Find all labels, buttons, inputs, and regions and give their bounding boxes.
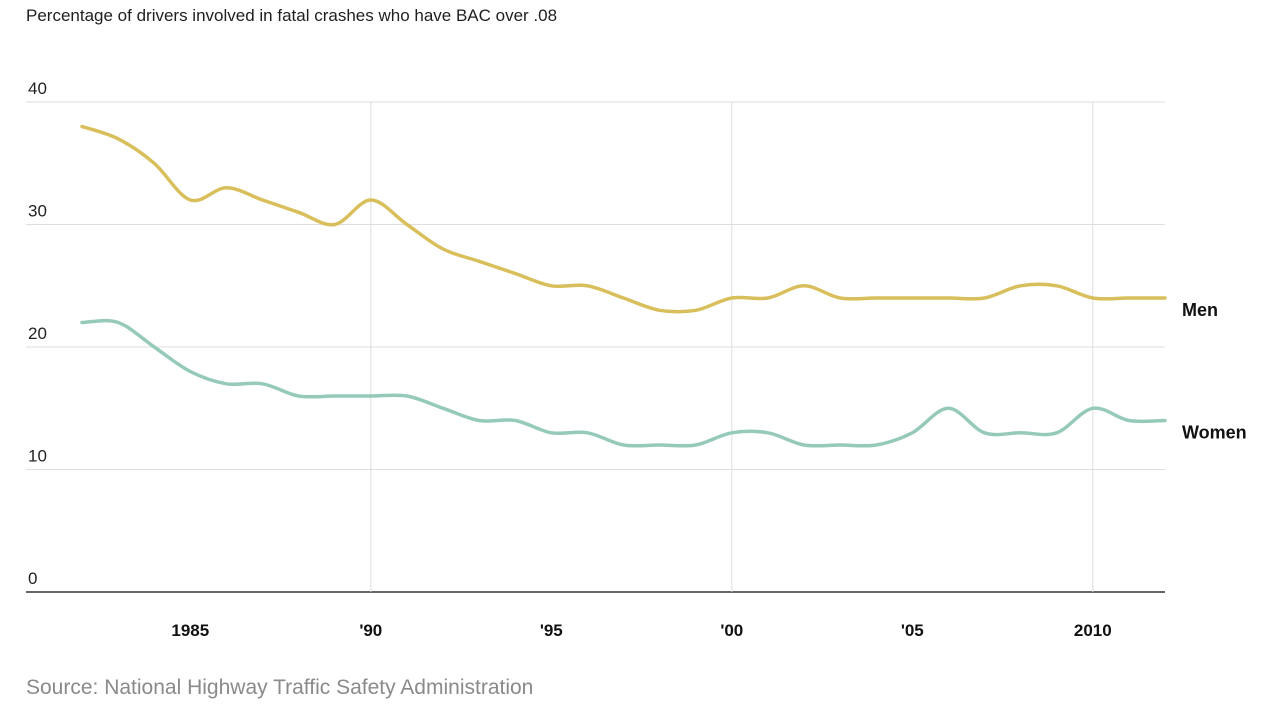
grid-layer: [26, 101, 1165, 593]
series-line-men: [80, 124, 1167, 314]
y-tick-label: 20: [28, 324, 47, 343]
label-layer: 0 10 20 30 40 1985 '90 '95 '00 '05 2010 Men Women: [28, 79, 1247, 640]
x-tick-label: 2010: [1074, 621, 1112, 640]
x-tick-label: 1985: [171, 621, 209, 640]
series-label-women: Women: [1182, 423, 1247, 443]
chart-title: Percentage of drivers involved in fatal …: [26, 6, 558, 25]
series-label-men: Men: [1182, 300, 1218, 320]
x-tick-label: '90: [359, 621, 382, 640]
y-tick-label: 40: [28, 79, 47, 98]
source-note: Source: National Highway Traffic Safety …: [26, 676, 534, 699]
x-tick-label: '05: [901, 621, 924, 640]
y-tick-label: 10: [28, 447, 47, 466]
x-tick-label: '95: [540, 621, 563, 640]
x-tick-label: '00: [720, 621, 743, 640]
series-line-women: [80, 318, 1167, 448]
series-layer: [80, 124, 1167, 448]
y-tick-label: 30: [28, 202, 47, 221]
y-tick-label: 0: [28, 569, 37, 588]
